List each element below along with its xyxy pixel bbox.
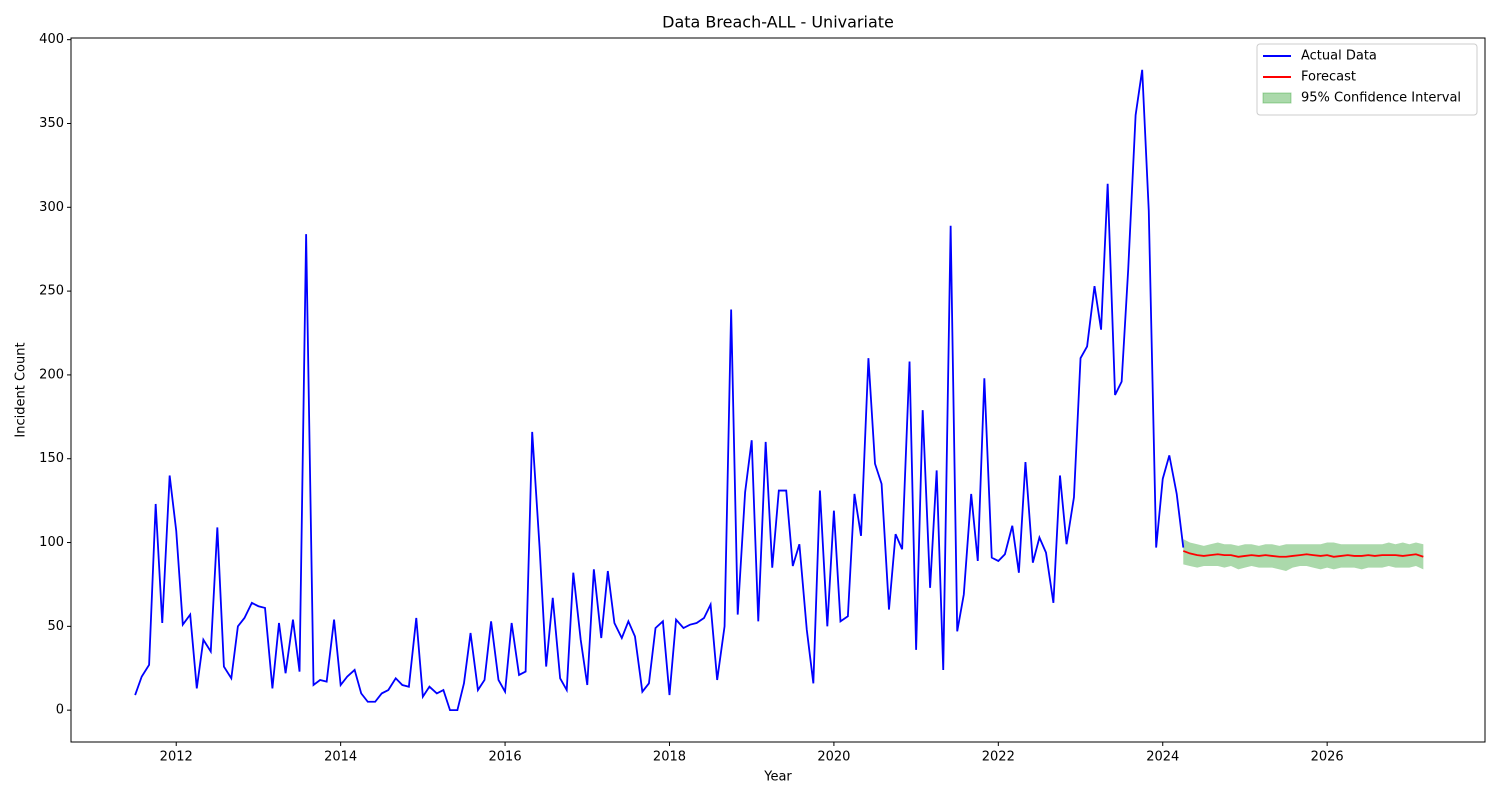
- x-tick-label: 2024: [1146, 750, 1179, 765]
- legend-box: [1256, 43, 1478, 116]
- y-tick-label: 150: [39, 451, 64, 466]
- legend-label: 95% Confidence Interval: [1301, 91, 1461, 106]
- y-tick-label: 250: [39, 284, 64, 299]
- x-tick-label: 2016: [489, 750, 522, 765]
- legend-swatch: [1262, 92, 1292, 104]
- plot-frame: [70, 37, 1486, 743]
- data-line: [134, 69, 1185, 712]
- y-tick-label: 100: [39, 535, 64, 550]
- x-tick-label: 2018: [653, 750, 686, 765]
- y-tick-label: 200: [39, 367, 64, 382]
- legend-label: Forecast: [1301, 70, 1356, 85]
- y-tick-label: 400: [39, 32, 64, 47]
- x-tick-label: 2012: [160, 750, 193, 765]
- x-tick-label: 2014: [324, 750, 357, 765]
- chart-title: Data Breach-ALL - Univariate: [662, 13, 894, 32]
- x-tick-label: 2020: [817, 750, 850, 765]
- data-line: [1182, 550, 1424, 558]
- y-tick-label: 0: [56, 703, 64, 718]
- y-tick-label: 50: [47, 619, 64, 634]
- x-axis-label: Year: [763, 770, 792, 785]
- x-tick-label: 2022: [982, 750, 1015, 765]
- y-axis-label: Incident Count: [14, 342, 29, 437]
- y-tick-label: 300: [39, 200, 64, 215]
- x-tick-label: 2026: [1311, 750, 1344, 765]
- legend-label: Actual Data: [1301, 49, 1377, 64]
- y-tick-label: 350: [39, 116, 64, 131]
